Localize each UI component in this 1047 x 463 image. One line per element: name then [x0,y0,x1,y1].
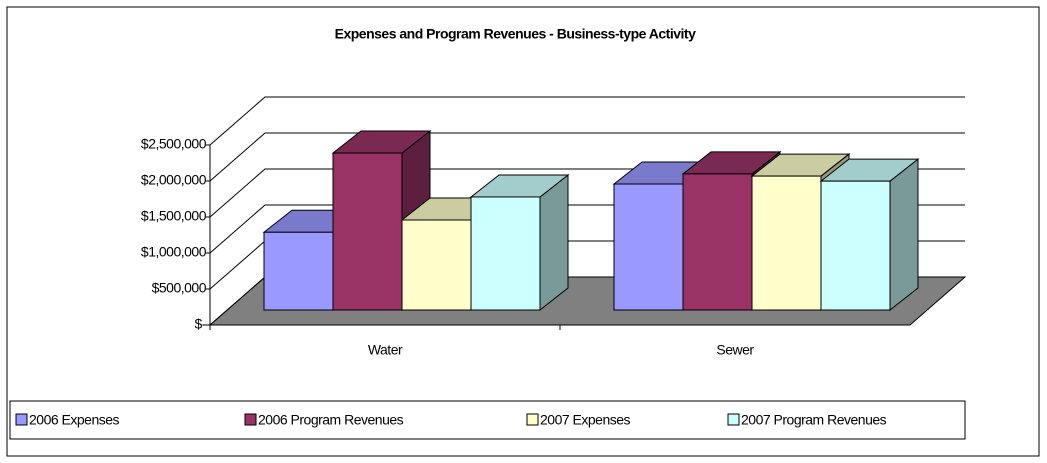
grid-line [209,132,965,182]
bar [682,173,753,311]
y-tick-label: $2,000,000 [141,172,207,188]
legend-label: 2006 Program Revenues [258,412,404,428]
grid-line [209,96,965,146]
bar [470,196,541,311]
x-tick-label: Water [368,342,403,358]
y-tick-label: $- [195,316,207,332]
bar [820,180,891,311]
y-tick-label: $2,500,000 [141,136,207,152]
bar-side [889,158,919,312]
x-tick-label: Sewer [716,342,754,358]
legend-swatch [526,413,539,426]
bar [263,231,334,311]
y-tick-label: $500,000 [152,280,207,296]
bar-side [539,173,569,312]
legend-label: 2007 Program Revenues [741,412,887,428]
legend-label: 2006 Expenses [29,412,120,428]
legend-swatch [15,413,28,426]
chart-title: Expenses and Program Revenues - Business… [335,26,696,42]
bar [751,175,822,311]
bar [332,152,403,311]
legend-swatch [727,413,740,426]
bar [613,183,684,311]
y-tick-label: $1,500,000 [141,208,207,224]
legend-box [9,400,966,440]
legend-swatch [244,413,257,426]
bar [401,219,472,311]
legend-label: 2007 Expenses [540,412,631,428]
y-tick-label: $1,000,000 [141,244,207,260]
